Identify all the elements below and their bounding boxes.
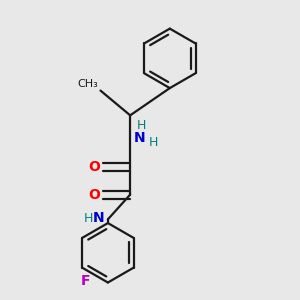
Text: N: N (93, 211, 104, 225)
Text: H: H (136, 119, 146, 132)
Text: F: F (81, 274, 91, 288)
Text: CH₃: CH₃ (77, 79, 98, 89)
Text: O: O (88, 188, 100, 202)
Text: N: N (134, 130, 146, 145)
Text: H: H (84, 212, 93, 225)
Text: H: H (149, 136, 158, 149)
Text: O: O (88, 160, 100, 174)
